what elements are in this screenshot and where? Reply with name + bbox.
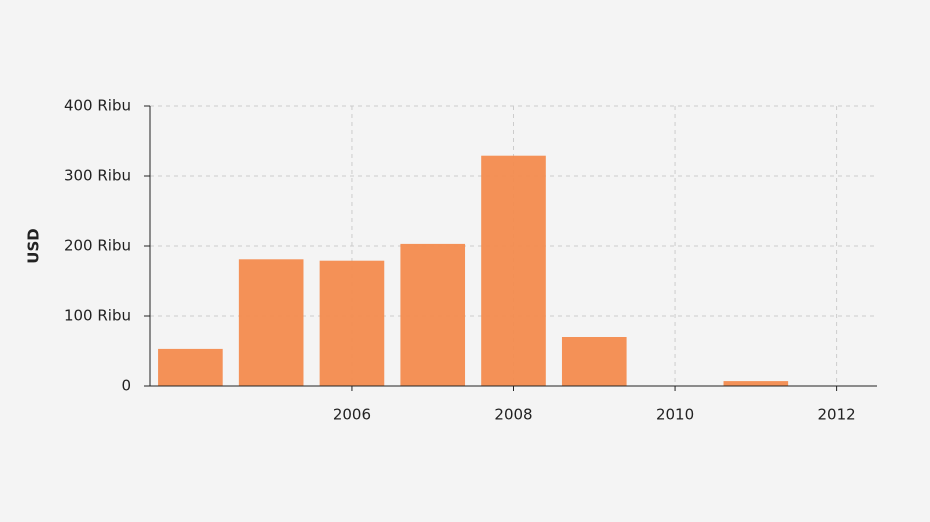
y-tick-label: 0 (121, 377, 131, 395)
x-tick-label: 2012 (818, 406, 856, 424)
bar (561, 337, 627, 386)
y-tick-label: 300 Ribu (64, 167, 131, 185)
y-tick-label: 200 Ribu (64, 237, 131, 255)
bar (238, 259, 304, 386)
bar (158, 348, 223, 386)
y-tick-label: 400 Ribu (64, 97, 131, 115)
bar (481, 155, 546, 386)
x-tick-label: 2008 (494, 406, 532, 424)
x-tick-label: 2006 (333, 406, 371, 424)
y-axis-label: USD (25, 228, 43, 263)
x-tick-label: 2010 (656, 406, 694, 424)
bar (400, 243, 466, 386)
bar (319, 260, 385, 386)
bar (723, 381, 789, 386)
y-tick-label: 100 Ribu (64, 307, 131, 325)
